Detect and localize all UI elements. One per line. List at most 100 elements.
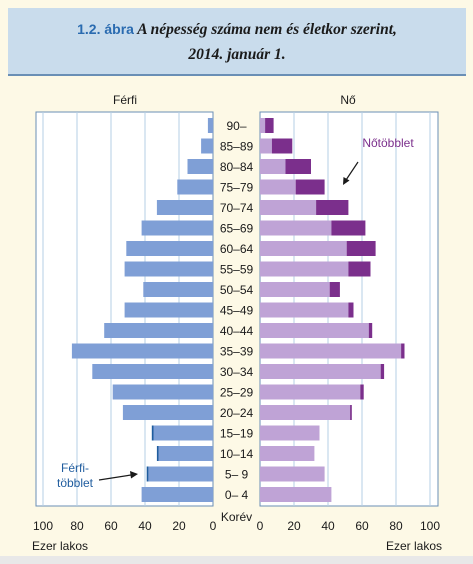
figure-title-line-2: 2014. január 1. bbox=[188, 46, 286, 63]
male-tick-label: 20 bbox=[172, 519, 186, 533]
age-label: 0– 4 bbox=[225, 488, 249, 502]
age-label: 85–89 bbox=[220, 140, 254, 154]
female-surplus-bar bbox=[271, 138, 293, 154]
age-label: 65–69 bbox=[220, 222, 254, 236]
female-bar bbox=[260, 323, 369, 338]
age-label: 45–49 bbox=[220, 304, 254, 318]
male-bar bbox=[104, 323, 213, 338]
male-bar bbox=[148, 466, 213, 482]
figure-title-text: A népesség száma nem és életkor szerint, bbox=[137, 21, 397, 38]
female-tick-label: 20 bbox=[287, 519, 301, 533]
figure-title-box: 1.2. ábra A népesség száma nem és életko… bbox=[8, 8, 466, 76]
female-tick-label: 60 bbox=[355, 519, 369, 533]
male-axis-title: Ezer lakos bbox=[32, 539, 88, 553]
male-surplus-arrow-head bbox=[130, 471, 138, 479]
male-surplus-arrow-line bbox=[98, 474, 132, 481]
female-axis-title: Ezer lakos bbox=[386, 539, 442, 553]
female-surplus-annotation: Nőtöbblet bbox=[362, 136, 414, 150]
age-label: 35–39 bbox=[220, 345, 254, 359]
male-tick-label: 40 bbox=[138, 519, 152, 533]
female-surplus-bar bbox=[368, 323, 373, 338]
age-label: 5– 9 bbox=[225, 468, 249, 482]
male-bar bbox=[158, 446, 213, 461]
age-label: 10–14 bbox=[220, 447, 254, 461]
male-bar bbox=[143, 282, 213, 297]
age-label: 15–19 bbox=[220, 427, 254, 441]
female-bar bbox=[260, 138, 272, 154]
female-tick-label: 40 bbox=[321, 519, 335, 533]
female-bar bbox=[260, 200, 317, 215]
female-bar bbox=[260, 446, 315, 461]
female-tick-label: 0 bbox=[257, 519, 264, 533]
age-label: 50–54 bbox=[220, 283, 254, 297]
male-bar bbox=[141, 487, 213, 502]
female-tick-label: 100 bbox=[420, 519, 440, 533]
female-surplus-bar bbox=[331, 220, 366, 236]
female-bar bbox=[260, 487, 332, 502]
bottom-rule bbox=[0, 556, 473, 564]
male-surplus-bar bbox=[146, 466, 149, 482]
male-surplus-annotation-line1: Férfi- bbox=[61, 461, 89, 475]
age-label: 25–29 bbox=[220, 386, 254, 400]
age-label: 30–34 bbox=[220, 365, 254, 379]
figure-title-line-1: 1.2. ábra A népesség száma nem és életko… bbox=[8, 21, 466, 39]
male-bar bbox=[187, 159, 213, 174]
female-bar bbox=[260, 466, 325, 482]
female-bar bbox=[260, 282, 330, 297]
female-surplus-bar bbox=[285, 159, 311, 174]
age-label: 70–74 bbox=[220, 201, 254, 215]
female-bar bbox=[260, 241, 347, 256]
female-surplus-bar bbox=[348, 302, 354, 318]
male-bar bbox=[141, 220, 213, 236]
male-surplus-annotation-line2: többlet bbox=[57, 476, 94, 490]
female-surplus-bar bbox=[316, 200, 349, 215]
female-surplus-bar bbox=[360, 384, 364, 400]
male-bar bbox=[92, 364, 213, 379]
male-bar bbox=[153, 425, 213, 441]
female-bar bbox=[260, 118, 266, 133]
male-tick-label: 100 bbox=[33, 519, 53, 533]
female-bar bbox=[260, 405, 351, 420]
female-surplus-bar bbox=[265, 118, 274, 133]
male-bar bbox=[156, 200, 213, 215]
female-bar bbox=[260, 364, 381, 379]
male-bar bbox=[177, 179, 213, 195]
female-tick-label: 80 bbox=[389, 519, 403, 533]
female-bar bbox=[260, 425, 320, 441]
center-axis-label: Korév bbox=[221, 510, 252, 524]
female-bar bbox=[260, 302, 349, 318]
female-bar bbox=[260, 220, 332, 236]
female-bar bbox=[260, 343, 402, 359]
age-label: 55–59 bbox=[220, 263, 254, 277]
male-bar bbox=[207, 118, 213, 133]
age-label: 80–84 bbox=[220, 160, 254, 174]
female-surplus-arrow-head bbox=[343, 177, 350, 185]
male-surplus-bar bbox=[151, 425, 154, 441]
male-bar bbox=[201, 138, 213, 154]
female-panel-title: Nő bbox=[340, 93, 356, 107]
male-surplus-bar bbox=[156, 446, 159, 461]
female-bar bbox=[260, 179, 296, 195]
age-label: 40–44 bbox=[220, 324, 254, 338]
male-bar bbox=[124, 302, 213, 318]
male-tick-label: 0 bbox=[210, 519, 217, 533]
female-surplus-bar bbox=[350, 405, 352, 420]
figure-number: 1.2. ábra bbox=[77, 21, 134, 37]
male-tick-label: 60 bbox=[104, 519, 118, 533]
age-label: 75–79 bbox=[220, 181, 254, 195]
female-surplus-bar bbox=[348, 261, 371, 277]
male-bar bbox=[71, 343, 214, 359]
female-surplus-bar bbox=[295, 179, 325, 195]
male-tick-label: 80 bbox=[70, 519, 84, 533]
female-bar bbox=[260, 159, 286, 174]
male-bar bbox=[122, 405, 213, 420]
female-surplus-bar bbox=[401, 343, 405, 359]
age-label: 60–64 bbox=[220, 242, 254, 256]
female-surplus-bar bbox=[380, 364, 385, 379]
age-label: 90– bbox=[226, 119, 246, 133]
age-label: 20–24 bbox=[220, 406, 254, 420]
male-bar bbox=[112, 384, 213, 400]
female-surplus-arrow-line bbox=[345, 161, 359, 181]
male-panel-title: Férfi bbox=[113, 93, 137, 107]
